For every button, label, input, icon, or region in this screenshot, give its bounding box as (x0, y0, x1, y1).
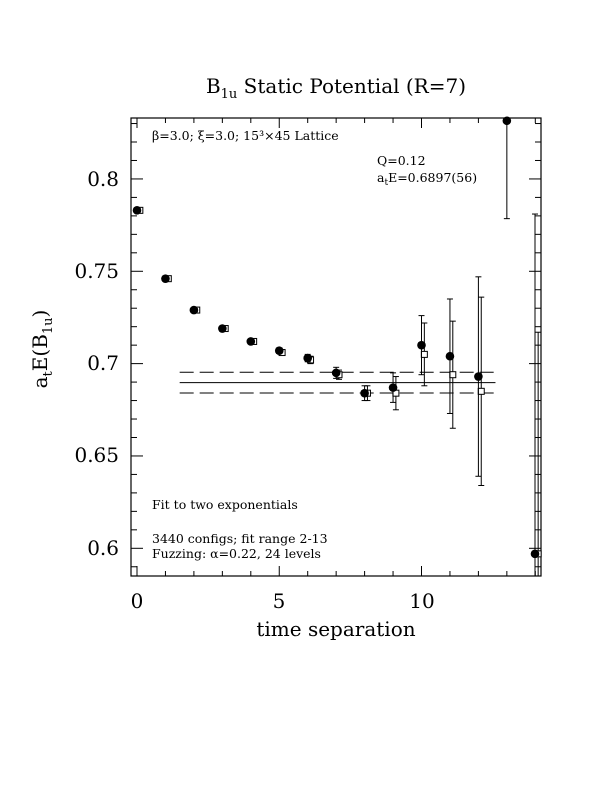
data-point-circle (445, 351, 455, 361)
data-point-circle (388, 383, 398, 392)
data-point-circle (303, 353, 313, 363)
fit-type-annotation: Fit to two exponentials (152, 497, 298, 512)
data-point-circle (417, 340, 426, 350)
data-point-circle (474, 372, 483, 381)
q-annotation: Q=0.12 (377, 153, 426, 168)
data-point-square (449, 371, 457, 379)
data-point-circle (530, 549, 540, 559)
x-tick-label: 10 (409, 589, 434, 613)
fuzzing-annotation: Fuzzing: α=0.22, 24 levels (152, 546, 321, 561)
data-point-circle (331, 368, 341, 378)
y-tick-label: 0.8 (87, 167, 119, 191)
series-open-squares (136, 206, 542, 576)
y-tick-label: 0.7 (87, 351, 119, 375)
data-point-circle (246, 337, 256, 346)
axis-tick-labels: 0 5 10 0.6 0.65 0.7 0.75 0.8 (74, 167, 434, 613)
x-axis-label: time separation (256, 617, 415, 641)
y-tick-label: 0.65 (74, 443, 119, 467)
fit-energy-annotation: atE=0.6897(56) (377, 170, 477, 188)
data-point-circle (161, 274, 170, 283)
data-point-circle (274, 346, 284, 355)
configs-annotation: 3440 configs; fit range 2-13 (152, 531, 328, 546)
lattice-annotation: β=3.0; ξ=3.0; 15³×45 Lattice (152, 128, 339, 143)
data-point-square (477, 387, 485, 395)
x-tick-label: 0 (131, 589, 144, 613)
x-tick-label: 5 (273, 589, 286, 613)
fit-band (179, 371, 496, 394)
y-tick-label: 0.6 (87, 536, 119, 560)
data-point-circle (132, 206, 142, 215)
data-point-circle (189, 305, 199, 315)
data-point-circle (360, 388, 369, 398)
chart-title-subscript: 1u (221, 87, 238, 102)
data-point-square (420, 350, 428, 358)
y-axis-label: atE(B1u) (28, 310, 56, 389)
chart-title: B1u Static Potential (R=7) (206, 74, 466, 102)
series-filled-circles (132, 116, 540, 576)
data-point-circle (502, 116, 512, 126)
y-tick-label: 0.75 (74, 259, 119, 283)
data-point-circle (218, 324, 227, 333)
